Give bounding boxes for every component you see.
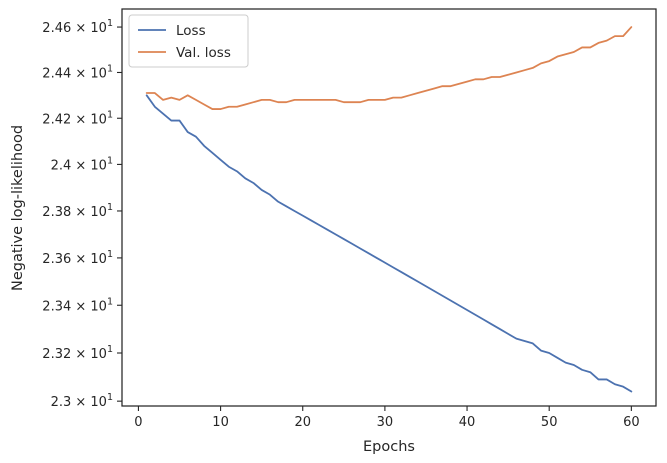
x-tick-label: 50: [541, 415, 558, 430]
y-tick-label: 2.4 × 101: [51, 155, 113, 173]
series-line-val-loss: [145, 26, 633, 110]
y-axis: 2.3 × 101 2.32 × 101 2.34 × 101 2.36 × 101 2…: [42, 18, 122, 410]
x-tick-label: 10: [212, 415, 229, 430]
series-line-loss: [145, 94, 633, 393]
y-tick-label: 2.32 × 101: [42, 344, 113, 362]
y-tick-label: 2.36 × 101: [42, 249, 113, 267]
y-tick-label: 2.46 × 101: [42, 18, 113, 36]
y-tick-label: 2.42 × 101: [42, 109, 113, 127]
legend-box: [128, 14, 249, 68]
y-tick-label: 2.3 × 101: [51, 392, 113, 410]
x-axis: 0 10 20 30 40 50 60: [134, 406, 640, 430]
x-axis-label: Epochs: [363, 439, 415, 455]
plot-series: [145, 26, 633, 393]
y-tick-label: 2.34 × 101: [42, 296, 113, 314]
legend-label-loss: Loss: [176, 23, 206, 39]
y-axis-label: Negative log-likelihood: [10, 125, 26, 291]
legend-label-val-loss: Val. loss: [176, 45, 231, 61]
x-tick-label: 30: [377, 415, 394, 430]
x-tick-label: 20: [294, 415, 311, 430]
x-tick-label: 0: [134, 415, 142, 430]
x-tick-label: 60: [623, 415, 640, 430]
y-tick-label: 2.44 × 101: [42, 63, 113, 81]
y-tick-label: 2.38 × 101: [42, 202, 113, 220]
plot-frame: [121, 8, 657, 407]
x-tick-label: 40: [459, 415, 476, 430]
legend: Loss Val. loss: [128, 14, 249, 68]
